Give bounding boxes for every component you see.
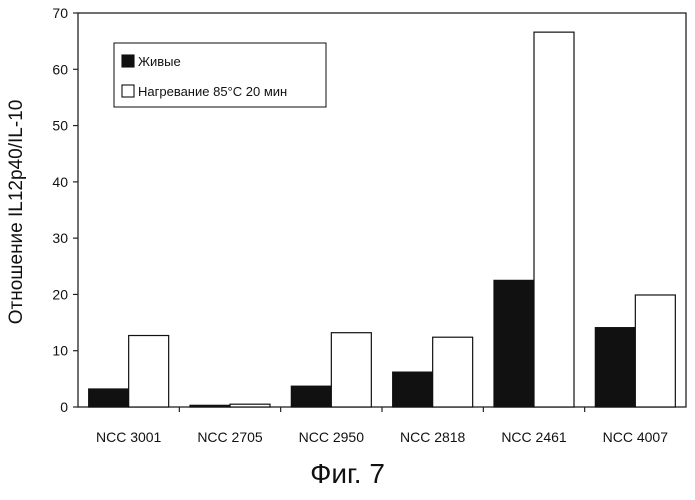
bar-live [189,404,231,408]
bar-heated [128,334,170,408]
bar-heated [229,403,271,408]
legend-box [113,42,327,108]
y-tick-label: 40 [52,174,68,190]
bar-heated [330,332,372,408]
bar-live [392,371,434,408]
bar-live [290,385,332,408]
y-tick-label: 0 [60,399,68,415]
y-tick-label: 70 [52,5,68,21]
axes [73,12,687,412]
x-tick-label: NCC 3001 [96,429,162,445]
bar-live [594,327,636,408]
x-tick-label: NCC 2818 [400,429,466,445]
legend-label: Живые [138,54,181,69]
bars [88,31,676,408]
x-tick-label: NCC 4007 [603,429,669,445]
legend-label: Нагревание 85°C 20 мин [138,84,287,99]
y-tick-label: 60 [52,61,68,77]
bar-heated [634,294,676,408]
bar-live [493,279,535,408]
x-tick-label: NCC 2950 [299,429,365,445]
legend: Живые Нагревание 85°C 20 мин [113,42,327,108]
legend-swatch [121,84,135,98]
legend-swatch [121,54,135,68]
bar-heated [533,31,575,408]
y-tick-label: 30 [52,230,68,246]
y-tick-label: 50 [52,118,68,134]
y-axis-label: Отношение IL12p40/IL-10 [6,100,27,325]
bar-live [88,388,130,408]
y-tick-label: 10 [52,343,68,359]
x-tick-label: NCC 2705 [197,429,263,445]
figure-caption: Фиг. 7 [310,458,385,489]
tick-labels: 0 10 20 30 40 50 60 70 NCC 3001 NCC 2705 NCC 2950 N… [52,5,668,445]
y-tick-label: 20 [52,286,68,302]
x-tick-label: NCC 2461 [501,429,567,445]
bar-heated [432,336,474,408]
